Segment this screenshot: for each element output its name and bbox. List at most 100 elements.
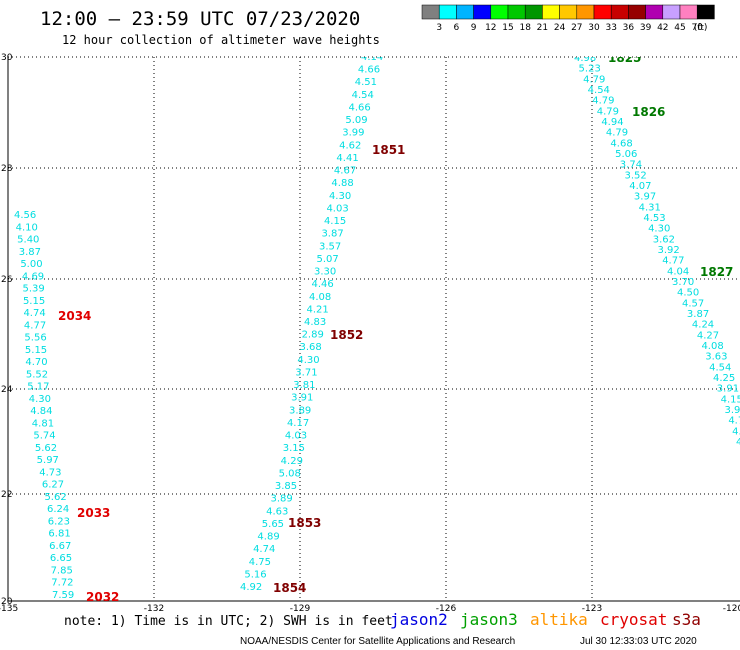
pass-time-label: 2034 xyxy=(58,309,91,323)
wave-height-value: 3.89 xyxy=(271,494,293,505)
wave-height-value: 4.29 xyxy=(281,456,303,467)
color-swatch xyxy=(662,4,681,20)
wave-height-value: 4.31 xyxy=(639,202,661,213)
wave-height-value: 5.62 xyxy=(35,443,57,454)
y-tick-label: 22 xyxy=(1,490,12,500)
wave-height-value: 4.75 xyxy=(728,416,740,427)
wave-height-value: 5.06 xyxy=(615,149,637,160)
wave-height-value: 5.23 xyxy=(579,64,601,75)
wave-height-value: 3.87 xyxy=(19,247,41,258)
x-tick-label: -120 xyxy=(723,604,740,614)
x-axis-ticks: -135 -132 -129 -126 -123 -120 xyxy=(0,604,740,614)
wave-height-value: 3.99 xyxy=(342,128,364,139)
wave-height-value: 5.56 xyxy=(24,333,46,344)
scale-label: 27 xyxy=(571,23,582,33)
wave-height-value: 4.68 xyxy=(610,138,632,149)
wave-height-value: 4.14 xyxy=(361,52,383,63)
wave-height-value: 5.00 xyxy=(20,259,42,270)
timestamp-text: Jul 30 12:33:03 UTC 2020 xyxy=(580,636,697,647)
wave-height-value: 5.08 xyxy=(279,468,301,479)
wave-height-value: 6.27 xyxy=(42,480,64,491)
wave-height-value: 3.87 xyxy=(321,229,343,240)
wave-height-value: 5.17 xyxy=(27,382,49,393)
scale-label: 6 xyxy=(454,23,460,33)
wave-height-value: 4.84 xyxy=(30,406,52,417)
wave-height-value: 6.24 xyxy=(47,504,69,515)
wave-height-value: 6.81 xyxy=(48,529,70,540)
color-scale-legend: 3 6 9 12 15 18 21 24 27 30 33 36 39 42 45 70(ft) xyxy=(421,4,715,33)
wave-height-value: 3.68 xyxy=(299,342,321,353)
wave-height-value: 4.53 xyxy=(643,213,665,224)
satellite-legend-s3a: s3a xyxy=(672,610,701,629)
x-tick-label: -135 xyxy=(0,604,18,614)
wave-height-value: 4.08 xyxy=(309,292,331,303)
wave-height-value: 4.56 xyxy=(14,210,36,221)
scale-label: 36 xyxy=(623,23,635,33)
wave-height-value: 7.59 xyxy=(52,590,74,601)
wave-height-value: 6.65 xyxy=(50,553,72,564)
wave-height-value: 4.07 xyxy=(629,181,651,192)
scale-label: 3 xyxy=(436,23,442,33)
wave-height-value: 4.04 xyxy=(667,266,689,277)
wave-height-value: 4.30 xyxy=(329,191,351,202)
color-swatch xyxy=(610,4,629,20)
wave-height-value: 4.57 xyxy=(682,298,704,309)
wave-height-value: 3.15 xyxy=(283,443,305,454)
wave-height-value: 4.24 xyxy=(692,320,714,331)
wave-height-value: 4.30 xyxy=(648,224,670,235)
color-swatch xyxy=(507,4,526,20)
wave-height-value: 5.97 xyxy=(37,455,59,466)
pass-time-label: 1826 xyxy=(632,105,665,119)
scale-label: (ft) xyxy=(694,23,708,33)
wave-height-value: 3.62 xyxy=(653,234,675,245)
satellite-legend: jason2 jason3 altika cryosat s3a xyxy=(390,610,701,629)
color-swatch xyxy=(559,4,578,20)
scale-label: 24 xyxy=(554,23,566,33)
pass-time-label: 1852 xyxy=(330,328,363,342)
y-tick-label: 28 xyxy=(1,164,13,174)
wave-height-value: 3.97 xyxy=(634,192,656,203)
wave-height-value: 4.50 xyxy=(677,288,699,299)
wave-height-value: 4.27 xyxy=(697,330,719,341)
wave-height-value: 7.72 xyxy=(51,578,73,589)
color-swatch xyxy=(696,4,715,20)
wave-height-value: 3.89 xyxy=(289,405,311,416)
wave-height-value: 4.70 xyxy=(25,357,47,368)
wave-height-value: 4.15 xyxy=(721,394,740,405)
scale-label: 21 xyxy=(537,23,548,33)
wave-height-value: 4.54 xyxy=(709,362,731,373)
wave-height-value: 3.52 xyxy=(625,170,647,181)
satellite-legend-jason2: jason2 xyxy=(390,610,448,629)
wave-height-value: 7.85 xyxy=(51,565,73,576)
page-subtitle: 12 hour collection of altimeter wave hei… xyxy=(62,33,380,47)
wave-height-value: 3.70 xyxy=(672,277,694,288)
wave-height-value: 4.81 xyxy=(32,418,54,429)
wave-height-value: 5.65 xyxy=(262,519,284,530)
y-tick-label: 24 xyxy=(1,385,13,395)
wave-height-value: 5.74 xyxy=(33,431,55,442)
wave-height-value: 6.67 xyxy=(49,541,71,552)
y-tick-label: 30 xyxy=(1,53,13,63)
color-swatch xyxy=(524,4,543,20)
wave-height-value: 3.91 xyxy=(291,393,313,404)
wave-height-value: 4.74 xyxy=(253,544,275,555)
pass-time-label: 1827 xyxy=(700,265,733,279)
wave-height-value: 4.30 xyxy=(297,355,319,366)
scale-label: 39 xyxy=(640,23,652,33)
scale-label: 9 xyxy=(471,23,477,33)
wave-height-value: 4.94 xyxy=(601,117,623,128)
wave-height-value: 3.87 xyxy=(687,309,709,320)
pass-time-label: 1853 xyxy=(288,516,321,530)
wave-height-value: 5.40 xyxy=(17,235,39,246)
wave-height-value: 4.73 xyxy=(39,467,61,478)
wave-height-value: 3.85 xyxy=(275,481,297,492)
wave-height-value: 4.89 xyxy=(257,532,279,543)
wave-height-value: 4.30 xyxy=(29,394,51,405)
wave-height-value: 2.89 xyxy=(302,330,324,341)
satellite-legend-cryosat: cryosat xyxy=(600,610,667,629)
wave-height-value: 4.98 xyxy=(574,53,596,64)
track-jason-1850s: 4.144.664.514.544.665.093.994.624.414.67… xyxy=(240,52,405,595)
wave-height-value: 4.15 xyxy=(324,216,346,227)
wave-height-value: 4.51 xyxy=(355,77,377,88)
